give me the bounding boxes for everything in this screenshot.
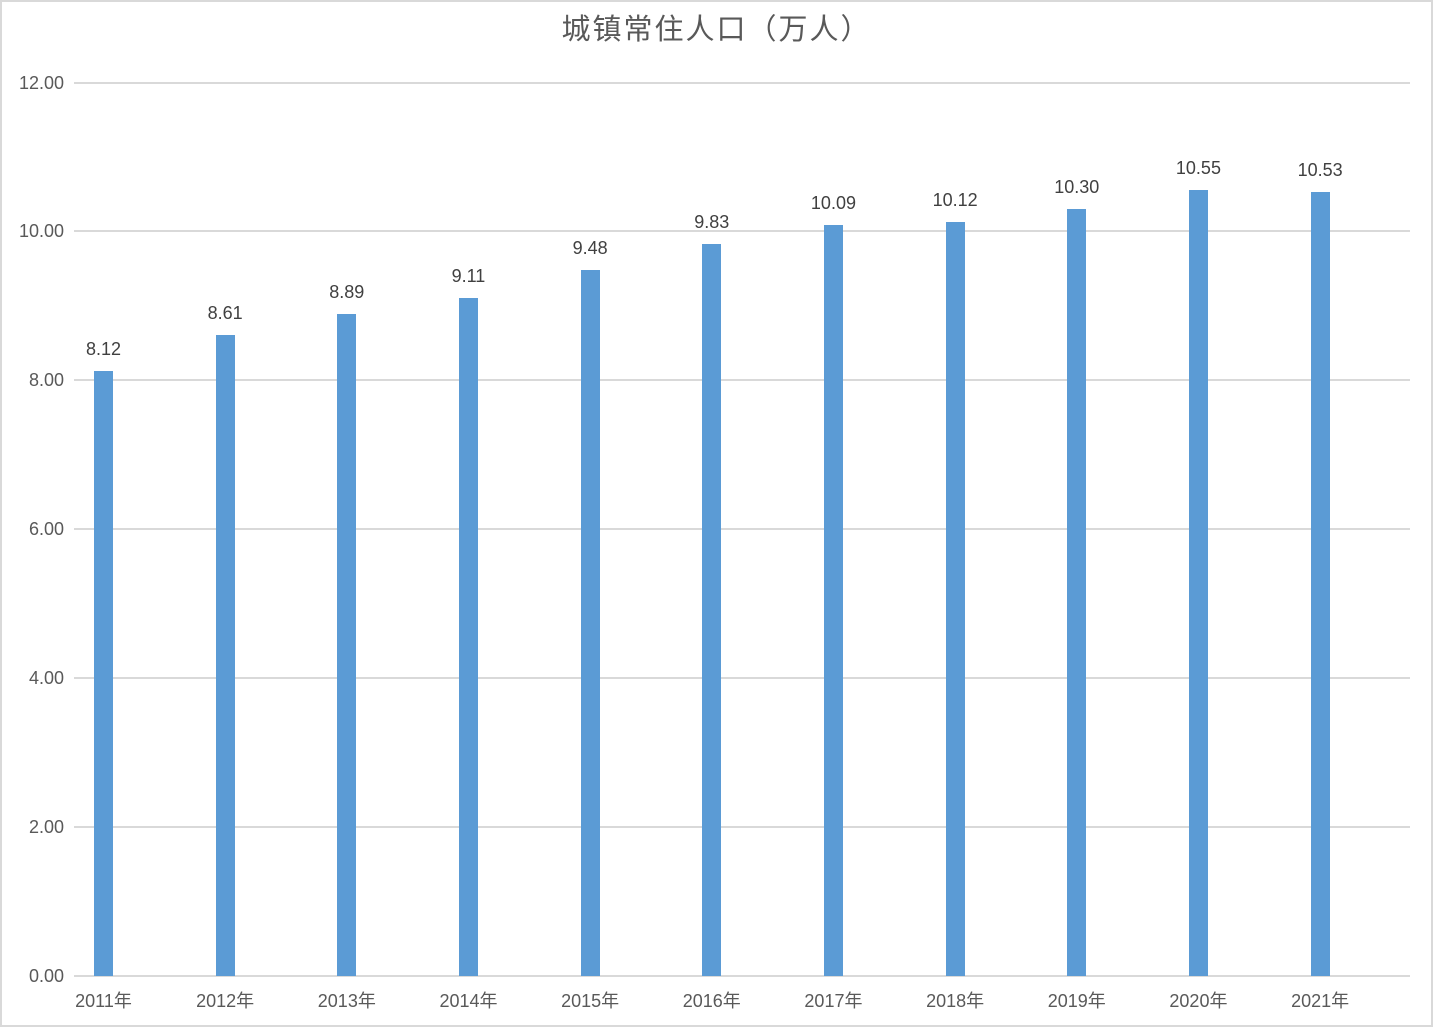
x-axis-tick-label: 2014年 <box>439 991 498 1011</box>
x-axis-tick-label: 2020年 <box>1169 991 1228 1011</box>
bar-value-label: 10.55 <box>1175 158 1221 179</box>
bar-value-label: 9.11 <box>451 265 486 286</box>
bar <box>215 334 235 976</box>
gridline <box>74 677 1410 680</box>
y-axis-tick-label: 12.00 <box>18 72 64 93</box>
y-axis-tick-label: 2.00 <box>28 817 64 838</box>
gridline <box>74 81 1410 84</box>
x-axis-tick-label: 2017年 <box>804 991 863 1011</box>
x-axis-tick-label: 2015年 <box>561 991 620 1011</box>
bar-value-label: 10.30 <box>1054 177 1100 198</box>
bar <box>580 270 600 976</box>
y-axis-tick-label: 4.00 <box>28 668 64 689</box>
bar <box>702 244 722 976</box>
bar <box>94 371 113 976</box>
gridline <box>74 826 1410 829</box>
bar <box>458 297 478 976</box>
bar-value-label: 8.89 <box>329 282 365 303</box>
y-axis-tick-label: 8.00 <box>28 370 64 391</box>
y-axis-tick-label: 10.00 <box>18 221 64 242</box>
bar <box>337 314 357 976</box>
bar-value-label: 9.48 <box>572 238 608 259</box>
bar-value-label: 8.12 <box>85 339 122 360</box>
bar <box>1310 191 1330 976</box>
x-axis-tick-label: 2011年 <box>75 991 132 1011</box>
bar-value-label: 8.61 <box>207 302 243 323</box>
x-axis-tick-label: 2016年 <box>682 991 741 1011</box>
x-axis-line <box>74 975 1410 977</box>
bar-value-label: 10.12 <box>932 190 978 211</box>
bar-value-label: 10.53 <box>1297 159 1343 180</box>
bar <box>945 222 965 976</box>
gridline <box>74 379 1410 382</box>
chart-title: 城镇常住人口（万人） <box>561 14 872 46</box>
x-axis-tick-label: 2013年 <box>317 991 376 1011</box>
x-axis-tick-label: 2012年 <box>196 991 255 1011</box>
gridline <box>74 528 1410 531</box>
y-axis-tick-label: 0.00 <box>28 966 64 986</box>
x-axis-tick-label: 2018年 <box>926 991 985 1011</box>
gridline <box>74 230 1410 233</box>
bar <box>823 224 843 976</box>
x-axis-tick-label: 2019年 <box>1047 991 1106 1011</box>
bar <box>1067 209 1087 976</box>
bar <box>1188 190 1208 976</box>
bar-value-label: 10.09 <box>810 192 856 213</box>
y-axis-tick-label: 6.00 <box>28 519 64 540</box>
x-axis-tick-label: 2021年 <box>1291 991 1350 1011</box>
bar-value-label: 9.83 <box>694 212 730 233</box>
